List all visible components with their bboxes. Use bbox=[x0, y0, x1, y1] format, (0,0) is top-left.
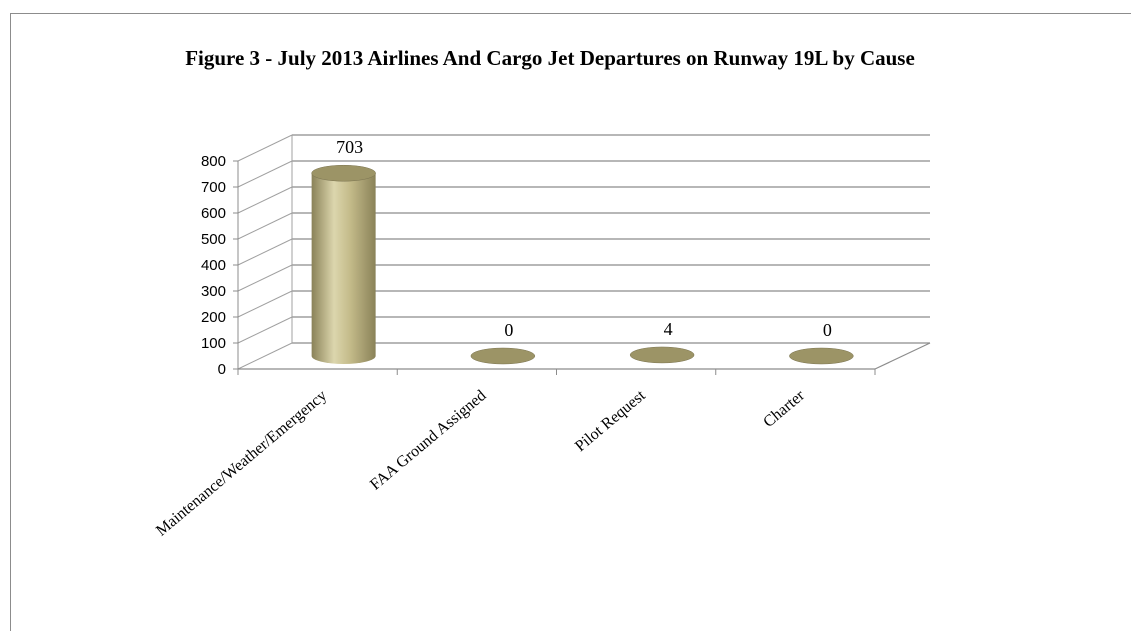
y-tick-label: 500 bbox=[201, 231, 226, 248]
data-label: 0 bbox=[504, 320, 513, 340]
side-gridline bbox=[237, 134, 293, 162]
side-gridline bbox=[237, 342, 293, 370]
side-gridline bbox=[237, 238, 293, 266]
bar bbox=[470, 347, 536, 365]
y-tick-label: 400 bbox=[201, 257, 226, 274]
bar bbox=[789, 347, 854, 365]
bar-top bbox=[470, 347, 536, 365]
data-label: 4 bbox=[664, 319, 673, 339]
bar-body bbox=[311, 173, 376, 364]
bar-top bbox=[629, 346, 695, 364]
side-gridline bbox=[237, 290, 293, 318]
floor-edge bbox=[874, 342, 931, 370]
category-label: FAA Ground Assigned bbox=[367, 387, 489, 494]
chart-frame bbox=[10, 13, 1131, 631]
y-tick-label: 800 bbox=[201, 153, 226, 170]
y-tick-label: 200 bbox=[201, 309, 226, 326]
category-label: Pilot Request bbox=[572, 387, 649, 456]
chart-title: Figure 3 - July 2013 Airlines And Cargo … bbox=[185, 46, 915, 70]
side-gridline bbox=[237, 212, 293, 240]
side-gridline bbox=[237, 316, 293, 344]
y-tick-label: 600 bbox=[201, 205, 226, 222]
bar bbox=[311, 164, 376, 364]
y-tick-label: 700 bbox=[201, 179, 226, 196]
category-label: Maintenance/Weather/Emergency bbox=[153, 387, 330, 539]
side-gridline bbox=[237, 186, 293, 214]
side-gridline bbox=[237, 264, 293, 292]
category-label: Charter bbox=[760, 387, 808, 431]
bar-top bbox=[311, 164, 376, 182]
data-label: 0 bbox=[823, 320, 832, 340]
bar bbox=[629, 346, 695, 364]
side-gridline bbox=[237, 160, 293, 188]
bar-top bbox=[789, 347, 854, 365]
data-label: 703 bbox=[336, 137, 363, 157]
y-tick-label: 100 bbox=[201, 335, 226, 352]
y-tick-label: 0 bbox=[218, 361, 226, 378]
y-tick-label: 300 bbox=[201, 283, 226, 300]
